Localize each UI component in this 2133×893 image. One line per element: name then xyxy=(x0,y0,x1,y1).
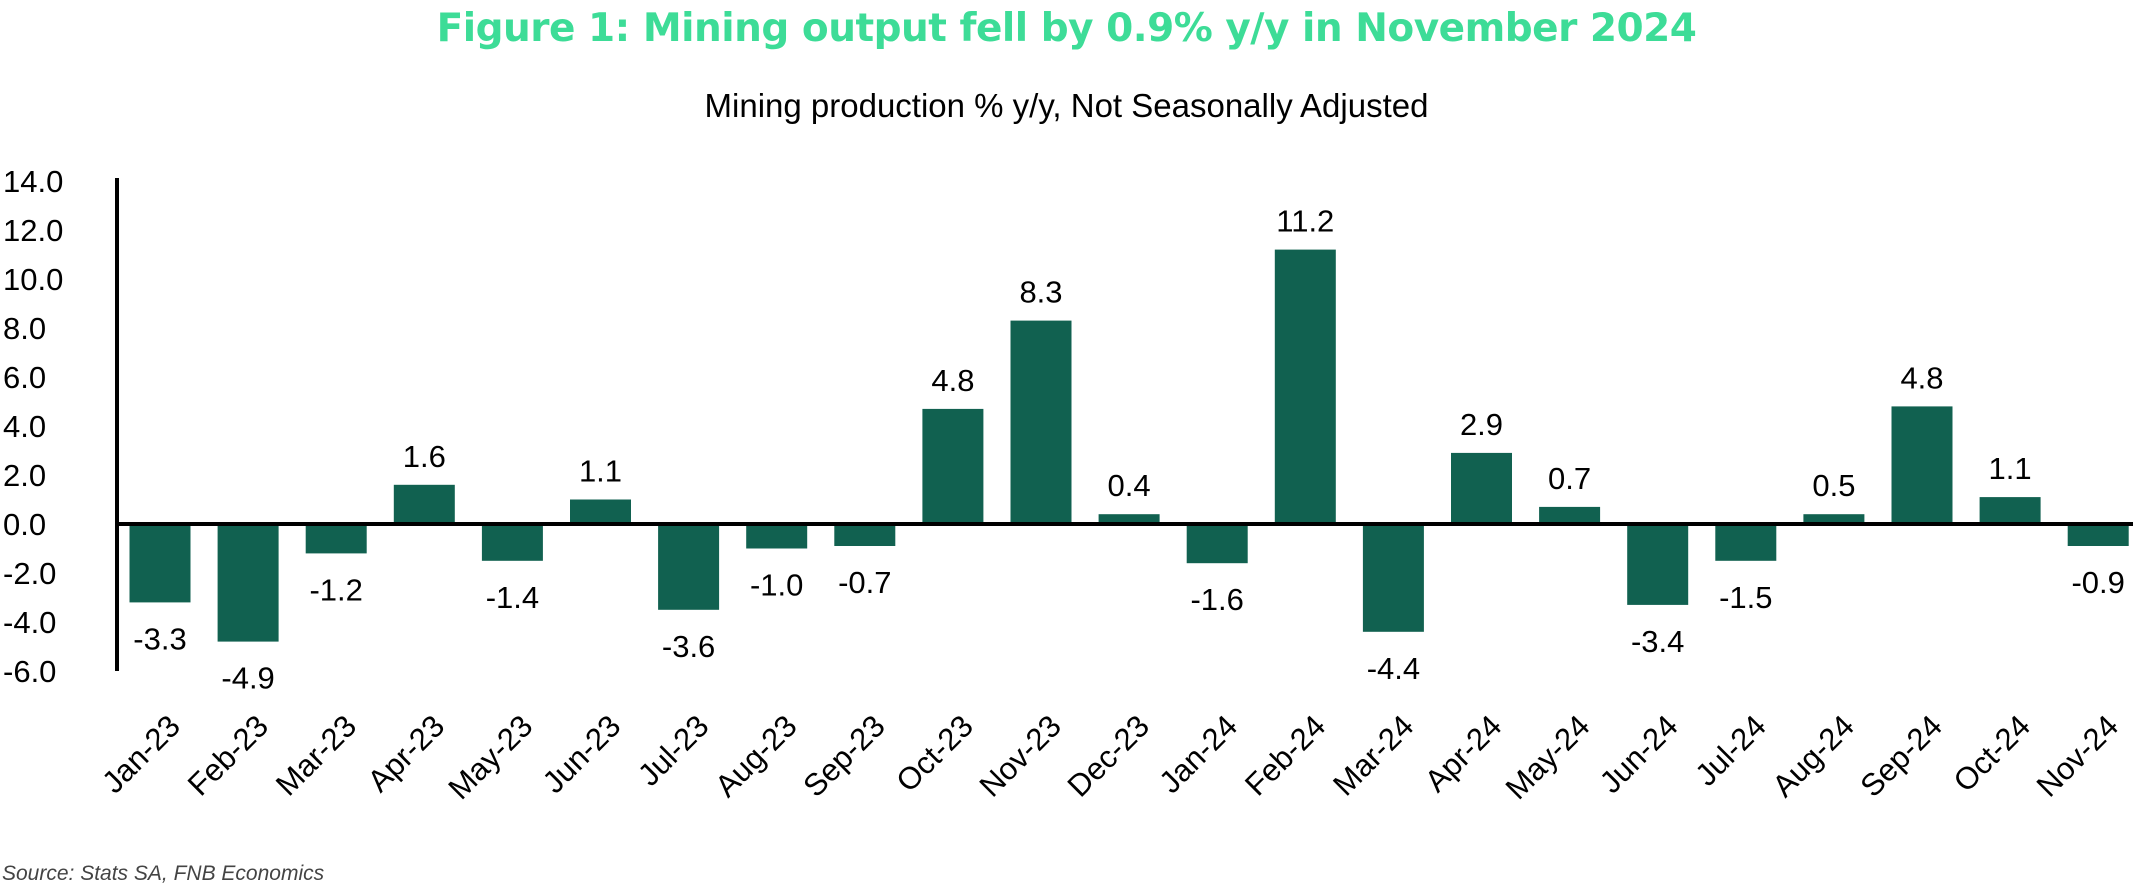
x-tick-label: Aug-23 xyxy=(708,708,803,803)
x-tick-label: Oct-24 xyxy=(1947,708,2038,799)
bar-mar-23 xyxy=(305,524,367,554)
x-tick-label: Nov-24 xyxy=(2030,708,2125,803)
bar-jun-24 xyxy=(1627,524,1689,605)
bar-feb-24 xyxy=(1274,249,1336,524)
x-tick-label: Oct-23 xyxy=(889,708,980,799)
bar-mar-24 xyxy=(1362,524,1424,632)
data-label: -4.9 xyxy=(221,661,274,696)
y-tick-label: 14.0 xyxy=(3,164,63,199)
x-tick-label: Apr-23 xyxy=(361,708,452,799)
x-tick-label: Jul-24 xyxy=(1688,708,1772,792)
x-tick-label: Feb-24 xyxy=(1238,708,1332,802)
bar-aug-24 xyxy=(1803,514,1865,524)
data-label: 1.1 xyxy=(1989,451,2032,486)
x-tick-label: Mar-23 xyxy=(269,708,363,802)
figure-title: Figure 1: Mining output fell by 0.9% y/y… xyxy=(436,6,1697,51)
x-tick-label: Feb-23 xyxy=(181,708,275,802)
source-note: Source: Stats SA, FNB Economics xyxy=(2,862,325,885)
x-tick-label: Apr-24 xyxy=(1418,708,1509,799)
x-tick-label: Sep-23 xyxy=(796,708,891,803)
x-tick-label: Aug-24 xyxy=(1765,708,1860,803)
x-tick-label: May-23 xyxy=(442,708,540,806)
data-label: 8.3 xyxy=(1019,275,1062,310)
data-label: 4.8 xyxy=(1900,360,1943,395)
bar-feb-23 xyxy=(217,524,279,642)
data-label: -1.6 xyxy=(1190,582,1243,617)
y-tick-label: 8.0 xyxy=(3,311,46,346)
data-label: 0.7 xyxy=(1548,461,1591,496)
x-tick-label: Jun-23 xyxy=(536,708,628,800)
y-tick-label: 6.0 xyxy=(3,360,46,395)
x-tick-label: Sep-24 xyxy=(1854,708,1949,803)
bar-aug-23 xyxy=(746,524,808,549)
y-tick-label: 12.0 xyxy=(3,213,63,248)
y-tick-label: 2.0 xyxy=(3,458,46,493)
bar-sep-23 xyxy=(834,524,896,546)
x-tick-label: May-24 xyxy=(1499,708,1597,806)
bars-layer xyxy=(129,249,2129,642)
data-label: -0.9 xyxy=(2071,565,2124,600)
data-label: 1.6 xyxy=(403,439,446,474)
bar-sep-24 xyxy=(1891,406,1953,524)
data-label: -3.6 xyxy=(662,629,715,664)
bar-oct-24 xyxy=(1979,497,2041,524)
bar-apr-23 xyxy=(393,484,455,524)
bar-nov-24 xyxy=(2067,524,2129,546)
data-label: -3.3 xyxy=(133,621,186,656)
data-label: 0.4 xyxy=(1108,468,1151,503)
x-tick-label: Nov-23 xyxy=(973,708,1068,803)
x-tick-label: Jan-23 xyxy=(95,708,187,800)
x-tick-label: Jul-23 xyxy=(631,708,715,792)
bar-jul-23 xyxy=(658,524,720,610)
bar-dec-23 xyxy=(1098,514,1160,524)
data-label: 0.5 xyxy=(1812,468,1855,503)
y-tick-label: -4.0 xyxy=(3,605,56,640)
data-label: -4.4 xyxy=(1367,651,1420,686)
data-label: -1.4 xyxy=(486,580,539,615)
bar-may-23 xyxy=(481,524,543,561)
data-label: 4.8 xyxy=(931,363,974,398)
bar-jun-23 xyxy=(570,499,631,524)
axes-layer xyxy=(115,178,2133,671)
data-label: -3.4 xyxy=(1631,624,1684,659)
y-tick-label: 4.0 xyxy=(3,409,46,444)
y-tick-label: -6.0 xyxy=(3,654,56,689)
bar-apr-24 xyxy=(1451,452,1512,524)
bar-nov-23 xyxy=(1010,320,1072,524)
bar-may-24 xyxy=(1539,506,1601,524)
data-label: 1.1 xyxy=(579,454,622,489)
data-label: -1.2 xyxy=(309,572,362,607)
data-label: 2.9 xyxy=(1460,407,1503,442)
data-label: -1.0 xyxy=(750,568,803,603)
data-label: -1.5 xyxy=(1719,580,1772,615)
y-tick-label: 0.0 xyxy=(3,507,46,542)
chart-subtitle: Mining production % y/y, Not Seasonally … xyxy=(704,87,1429,124)
x-tick-label: Jan-24 xyxy=(1152,708,1244,800)
data-label: 11.2 xyxy=(1276,204,1334,239)
y-tick-label: -2.0 xyxy=(3,556,56,591)
x-tick-label: Mar-24 xyxy=(1326,708,1420,802)
y-tick-label: 10.0 xyxy=(3,262,63,297)
bar-jan-24 xyxy=(1186,524,1248,564)
x-tick-label: Jun-24 xyxy=(1593,708,1685,800)
bar-jul-24 xyxy=(1715,524,1777,561)
bar-oct-23 xyxy=(922,408,984,524)
data-label: -0.7 xyxy=(838,565,891,600)
bar-jan-23 xyxy=(129,524,191,603)
x-tick-label: Dec-23 xyxy=(1061,708,1156,803)
